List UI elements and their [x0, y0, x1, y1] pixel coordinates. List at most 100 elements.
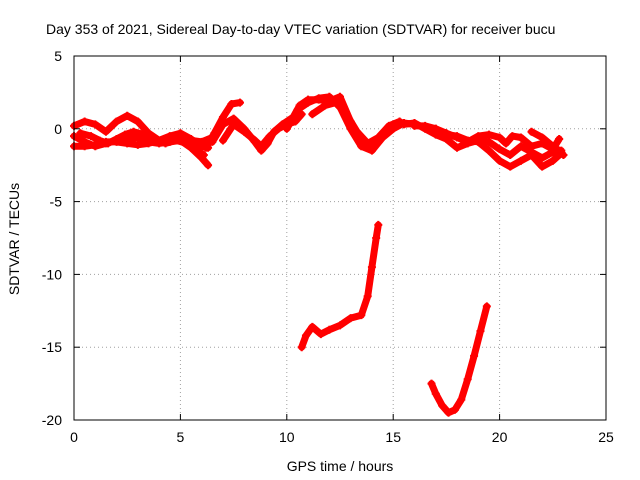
data-point	[363, 139, 372, 148]
data-point	[427, 379, 436, 388]
data-point	[123, 111, 132, 120]
data-point	[431, 124, 440, 133]
y-tick-label: -10	[42, 266, 62, 282]
data-point	[235, 98, 244, 107]
data-point	[112, 134, 121, 143]
data-point	[357, 311, 366, 320]
data-point	[484, 146, 493, 155]
y-tick-label: -5	[50, 194, 63, 210]
data-point	[421, 121, 430, 130]
plot-frame	[73, 55, 607, 421]
series-line-15	[298, 221, 382, 351]
data-point	[501, 139, 510, 148]
data-point	[506, 151, 515, 160]
data-point	[297, 343, 306, 352]
data-point	[331, 98, 340, 107]
data-point	[538, 153, 547, 162]
data-point	[474, 132, 483, 141]
data-point	[304, 98, 313, 107]
data-point	[431, 389, 440, 398]
data-point	[367, 263, 376, 272]
data-point	[176, 129, 185, 138]
grid-lines	[74, 56, 606, 420]
data-point	[374, 133, 383, 142]
data-point	[218, 113, 227, 122]
data-point	[495, 156, 504, 165]
data-point	[527, 127, 536, 136]
data-point	[321, 101, 330, 110]
data-point	[123, 139, 132, 148]
data-point	[346, 314, 355, 323]
data-point	[274, 124, 283, 133]
data-point	[201, 143, 210, 152]
data-point	[182, 139, 191, 148]
data-point	[121, 130, 130, 139]
data-point	[336, 92, 344, 101]
data-point	[516, 133, 525, 142]
data-point	[257, 142, 266, 151]
data-point	[372, 234, 381, 242]
data-point	[250, 136, 259, 145]
data-point	[453, 143, 462, 152]
data-point	[308, 322, 317, 331]
data-point	[516, 156, 525, 165]
data-point	[363, 292, 372, 301]
data-point	[301, 331, 310, 340]
data-point	[293, 105, 302, 114]
data-point	[367, 146, 376, 155]
data-point	[442, 129, 451, 138]
data-point	[240, 127, 249, 136]
x-tick-label: 5	[177, 429, 185, 445]
data-point	[548, 142, 557, 151]
series-line-13	[411, 122, 563, 153]
data-point	[161, 139, 170, 148]
data-point	[457, 395, 466, 404]
data-point	[450, 405, 459, 414]
data-point	[410, 121, 419, 130]
data-point	[508, 132, 517, 141]
data-point	[101, 127, 110, 136]
data-point	[484, 130, 493, 139]
data-point	[76, 129, 85, 138]
x-tick-label: 20	[492, 429, 508, 445]
data-point	[463, 375, 472, 384]
series-group	[70, 92, 568, 417]
data-point	[399, 120, 408, 129]
data-point	[150, 136, 159, 145]
data-point	[95, 136, 104, 145]
data-point	[282, 124, 291, 133]
data-point	[516, 142, 525, 151]
data-point	[495, 145, 504, 154]
data-point	[140, 130, 149, 139]
data-point	[129, 127, 138, 136]
data-point	[218, 120, 227, 129]
y-axis-label: SDTVAR / TECUs	[6, 183, 22, 295]
data-point	[133, 140, 142, 149]
data-point	[555, 146, 564, 155]
data-point	[453, 133, 462, 142]
data-point	[91, 120, 100, 129]
data-point	[80, 117, 89, 126]
data-point	[314, 94, 323, 103]
data-point	[353, 127, 362, 136]
data-point	[80, 142, 89, 151]
series-line-16	[428, 302, 491, 417]
data-point	[133, 117, 142, 126]
x-tick-label: 0	[70, 429, 78, 445]
data-point	[316, 330, 325, 339]
data-point	[104, 139, 113, 148]
data-point	[384, 121, 393, 130]
data-point	[548, 156, 557, 165]
data-point	[538, 133, 547, 142]
data-point	[297, 110, 306, 119]
y-tick-label: 5	[54, 48, 62, 64]
data-point	[87, 132, 96, 141]
data-point	[172, 136, 181, 145]
data-point	[357, 142, 366, 151]
data-point	[336, 321, 344, 330]
y-tick-label: -20	[42, 412, 62, 428]
data-point	[438, 401, 447, 410]
x-tick-label: 10	[279, 429, 295, 445]
data-point	[227, 100, 236, 109]
